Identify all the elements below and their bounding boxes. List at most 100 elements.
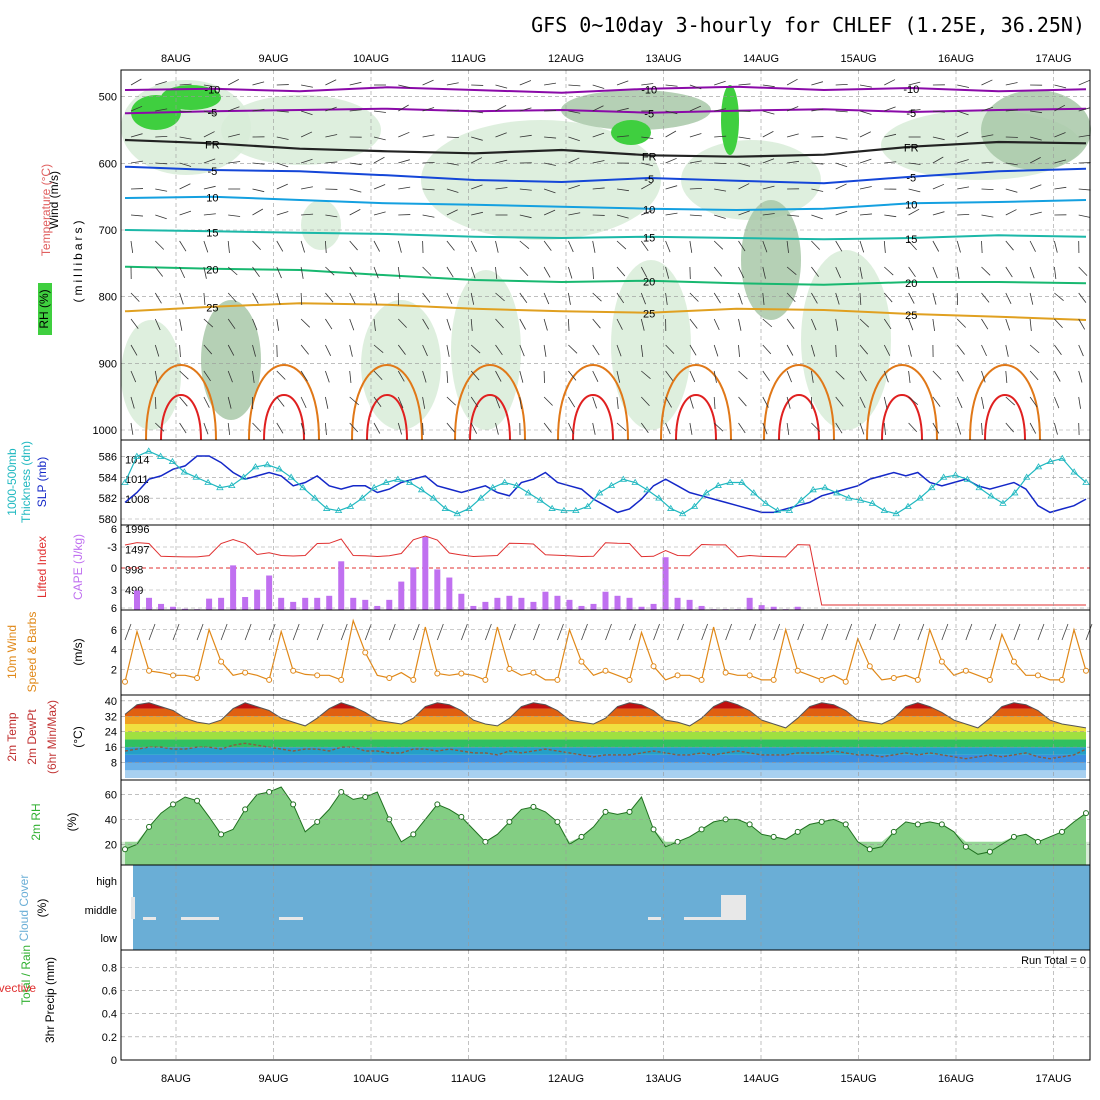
wind-barb <box>908 318 914 331</box>
wind-barb <box>665 110 678 115</box>
x-tick-label-bottom: 12AUG <box>548 1073 584 1085</box>
isotherm-label: -5 <box>644 109 654 121</box>
wind-barb <box>859 158 872 164</box>
wind-barb <box>981 266 991 276</box>
wind-barb <box>203 158 216 164</box>
cape-bar <box>230 565 237 610</box>
thickness-marker <box>346 502 355 509</box>
x-tick-label-top: 16AUG <box>938 53 974 65</box>
wind-barb <box>568 184 580 190</box>
wind-barb <box>203 110 216 115</box>
wind-barb <box>398 131 410 138</box>
thickness-marker <box>394 475 402 482</box>
wind-barb <box>495 318 504 329</box>
chart-title: GFS 0~10day 3-hourly for CHLEF (1.25E, 3… <box>531 13 1085 37</box>
wind-barb <box>349 109 362 112</box>
wind-barb <box>470 266 476 279</box>
wind-barb <box>470 370 480 381</box>
isotherm-label: -5 <box>906 173 916 185</box>
thickness-marker <box>750 489 758 496</box>
wind-barb-10m <box>557 623 564 641</box>
thickness-marker <box>821 483 829 491</box>
wind-barb <box>1005 344 1009 357</box>
rh-point <box>890 828 897 835</box>
wind-barb-10m <box>1061 623 1069 641</box>
run-total-label: Run Total = 0 <box>1021 955 1086 967</box>
y-tick-label-left: 6 <box>111 524 117 536</box>
rh-point <box>674 838 681 845</box>
wind-barb <box>325 134 338 138</box>
thickness-marker <box>334 506 343 514</box>
wind-speed-point <box>458 670 465 677</box>
wind-barb <box>908 344 912 357</box>
isotherm-label: FR <box>904 143 919 155</box>
wind-barb <box>665 344 675 354</box>
wind-barb <box>373 240 380 252</box>
wind-barb <box>859 186 872 190</box>
wind-barb <box>471 110 484 114</box>
wind-barb <box>543 266 551 278</box>
wind-speed-point <box>698 676 705 683</box>
wind-barb <box>179 183 191 190</box>
wind-barb <box>276 183 288 190</box>
rh-shade-area <box>801 250 891 430</box>
wind-barb <box>519 396 522 409</box>
wind-barb <box>738 162 751 167</box>
rh-point <box>818 818 825 825</box>
wind-barb <box>956 396 963 409</box>
rh-point <box>458 813 465 820</box>
wind-speed-point <box>170 672 177 679</box>
wind-barb-10m <box>124 623 132 641</box>
rh-point <box>770 833 777 840</box>
y-tick-label: 2 <box>111 664 117 676</box>
wind-barb <box>713 370 717 383</box>
wind-barb <box>300 158 313 164</box>
thickness-marker <box>607 481 616 489</box>
wind-speed-point <box>314 672 321 679</box>
wind-barb-10m <box>196 623 204 641</box>
ylabel-precip: 3hr Precip (mm) <box>43 957 57 1043</box>
wind-barb <box>300 422 306 435</box>
wind-barb <box>738 83 751 86</box>
rh-point <box>314 818 321 825</box>
wind-barb <box>373 184 386 190</box>
wind-barb <box>1054 186 1067 190</box>
wind-barb <box>1005 266 1013 278</box>
wind-barb-10m <box>821 623 829 641</box>
wind-barb <box>203 84 216 88</box>
wind-barb <box>786 370 792 383</box>
thickness-marker <box>773 506 782 514</box>
isotherm-line <box>124 165 1087 185</box>
wind-speed-point <box>362 649 369 656</box>
wind-barb <box>519 134 532 138</box>
wind-barb <box>641 182 652 190</box>
wind-barb <box>471 184 483 190</box>
cloud-cover-segment <box>279 917 303 920</box>
wind-barb <box>446 209 458 216</box>
wind-barb <box>762 213 775 216</box>
wind-barb <box>301 186 313 190</box>
wind-barb-10m <box>220 623 228 641</box>
wind-barb <box>471 136 483 141</box>
thickness-marker <box>370 483 378 491</box>
wind-speed-point <box>986 676 993 683</box>
wind-barb-10m <box>1037 623 1045 641</box>
wind-barb <box>203 213 216 216</box>
wind-barb <box>957 159 969 164</box>
wind-barb <box>981 79 993 86</box>
wind-barb-10m <box>941 623 949 641</box>
wind-barb <box>616 107 629 112</box>
wind-barb <box>1078 344 1084 357</box>
isotherm-line <box>124 195 1087 212</box>
wind-barb <box>422 79 434 86</box>
wind-barb <box>884 106 896 112</box>
wind-barb <box>689 187 702 190</box>
wind-barb <box>689 240 693 253</box>
wind-barb <box>227 370 233 383</box>
wind-barb <box>883 292 893 303</box>
wind-barb <box>568 84 581 87</box>
cape-bar <box>290 601 297 610</box>
wind-barb <box>203 185 216 190</box>
cloud-level-label: middle <box>85 905 117 917</box>
rh-point <box>482 838 489 845</box>
